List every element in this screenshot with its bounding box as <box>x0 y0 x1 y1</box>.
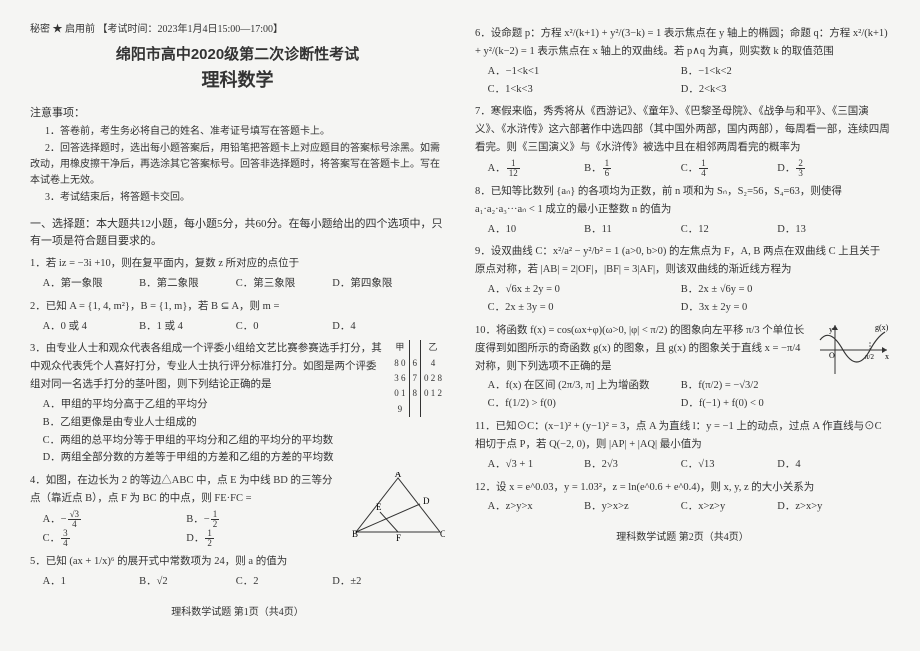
question-8: 8．已知等比数列 {aₙ} 的各项均为正数，前 n 项和为 Sₙ，S₂=56，S… <box>475 183 890 239</box>
header-secret: 秘密 ★ 启用前 【考试时间：2023年1月4日15:00—17:00】 <box>30 20 445 35</box>
question-9: 9．设双曲线 C：x²/a² − y²/b² = 1 (a>0, b>0) 的左… <box>475 243 890 316</box>
q2-text: 2．已知 A = {1, 4, m²}，B = {1, m}，若 B ⊆ A，则… <box>30 298 445 316</box>
svg-text:D: D <box>423 496 430 506</box>
q2-opt-c: C．0 <box>236 318 333 336</box>
question-12: 12．设 x = e^0.03，y = 1.03²，z = ln(e^0.6 +… <box>475 479 890 517</box>
svg-text:C: C <box>440 529 445 539</box>
notice-item-3: 3．考试结束后，将答题卡交回。 <box>30 190 445 206</box>
q11-opt-d: D．4 <box>777 456 874 474</box>
q8-text: 8．已知等比数列 {aₙ} 的各项均为正数，前 n 项和为 Sₙ，S₂=56，S… <box>475 183 890 219</box>
q12-opt-b: B．y>x>z <box>584 498 681 516</box>
q4-text: 4．如图，在边长为 2 的等边△ABC 中，点 E 为中线 BD 的三等分点（靠… <box>30 472 342 508</box>
q8-opt-d: D．13 <box>777 221 874 239</box>
svg-text:x: x <box>885 352 889 361</box>
q2-opt-d: D．4 <box>332 318 429 336</box>
q11-opt-b: B．2√3 <box>584 456 681 474</box>
q1-opt-a: A．第一象限 <box>43 275 140 293</box>
q7-text: 7．寒假来临，秀秀将从《西游记》、《童年》、《巴黎圣母院》、《战争与和平》、《三… <box>475 103 890 157</box>
q12-text: 12．设 x = e^0.03，y = 1.03²，z = ln(e^0.6 +… <box>475 479 890 497</box>
q5-opt-c: C．2 <box>236 573 333 591</box>
svg-text:O: O <box>829 351 835 360</box>
notice-item-2: 2．回答选择题时，选出每小题答案后，用铅笔把答题卡上对应题目的答案标号涂黑。如需… <box>30 141 445 189</box>
q8-opt-b: B．11 <box>584 221 681 239</box>
q8-opt-a: A．10 <box>488 221 585 239</box>
svg-text:E: E <box>376 502 382 512</box>
question-4: 4．如图，在边长为 2 的等边△ABC 中，点 E 为中线 BD 的三等分点（靠… <box>30 472 445 548</box>
q9-opt-a: A．√6x ± 2y = 0 <box>488 281 681 299</box>
q10-opt-d: D．f(−1) + f(0) < 0 <box>681 395 874 413</box>
q9-text: 9．设双曲线 C：x²/a² − y²/b² = 1 (a>0, b>0) 的左… <box>475 243 890 279</box>
q6-opt-c: C．1<k<3 <box>488 81 681 99</box>
q10-opt-b: B．f(π/2) = −√3/2 <box>681 377 874 395</box>
q5-opt-d: D．±2 <box>332 573 429 591</box>
triangle-figure: A B C D E F <box>350 472 445 542</box>
stem-h-right: 乙 <box>421 340 446 355</box>
title-sub: 理科数学 <box>30 66 445 92</box>
q9-opt-b: B．2x ± √6y = 0 <box>681 281 874 299</box>
q1-opt-b: B．第二象限 <box>139 275 236 293</box>
q12-opt-d: D．z>x>y <box>777 498 874 516</box>
notice-item-1: 1．答卷前，考生务必将自己的姓名、准考证号填写在答题卡上。 <box>30 124 445 140</box>
q5-opt-b: B．√2 <box>139 573 236 591</box>
svg-text:π/2: π/2 <box>865 353 874 361</box>
q6-opt-b: B．−1<k<2 <box>681 63 874 81</box>
q7-opt-a: A．112 <box>488 159 585 178</box>
question-6: 6．设命题 p：方程 x²/(k+1) + y²/(3−k) = 1 表示焦点在… <box>475 25 890 98</box>
q10-opt-c: C．f(1/2) > f(0) <box>488 395 681 413</box>
q3-opt-b: B．乙组更像是由专业人士组成的 <box>43 414 384 432</box>
q2-opt-a: A．0 或 4 <box>43 318 140 336</box>
svg-text:g(x): g(x) <box>875 323 889 332</box>
question-1: 1．若 iz = −3i +10，则在复平面内，复数 z 所对应的点位于 A．第… <box>30 255 445 293</box>
question-3: 3．由专业人士和观众代表各组成一个评委小组给文艺比赛参赛选手打分，其中观众代表凭… <box>30 340 445 467</box>
svg-text:F: F <box>396 533 401 542</box>
sine-figure: g(x) y x O π/2 <box>815 322 890 377</box>
q7-opt-b: B．16 <box>584 159 681 178</box>
question-11: 11．已知⊙C：(x−1)² + (y−1)² = 3，点 A 为直线 l：y … <box>475 418 890 474</box>
q6-opt-d: D．2<k<3 <box>681 81 874 99</box>
q1-opt-c: C．第三象限 <box>236 275 333 293</box>
svg-text:B: B <box>352 529 358 539</box>
q7-opt-c: C．14 <box>681 159 778 178</box>
q11-opt-a: A．√3 + 1 <box>488 456 585 474</box>
q4-opt-d: D．12 <box>186 529 330 548</box>
q6-opt-a: A．−1<k<1 <box>488 63 681 81</box>
q3-opt-d: D．两组全部分数的方差等于甲组的方差和乙组的方差的平均数 <box>43 449 384 467</box>
q8-opt-c: C．12 <box>681 221 778 239</box>
q5-text: 5．已知 (ax + 1/x)⁶ 的展开式中常数项为 24，则 a 的值为 <box>30 553 445 571</box>
question-7: 7．寒假来临，秀秀将从《西游记》、《童年》、《巴黎圣母院》、《战争与和平》、《三… <box>475 103 890 178</box>
q3-opt-a: A．甲组的平均分高于乙组的平均分 <box>43 396 384 414</box>
footer-p2: 理科数学试题 第2页（共4页） <box>475 528 890 543</box>
question-2: 2．已知 A = {1, 4, m²}，B = {1, m}，若 B ⊆ A，则… <box>30 298 445 336</box>
svg-text:A: A <box>395 472 402 479</box>
q1-text: 1．若 iz = −3i +10，则在复平面内，复数 z 所对应的点位于 <box>30 255 445 273</box>
q10-text: 10．将函数 f(x) = cos(ωx+φ)(ω>0, |φ| < π/2) … <box>475 322 807 376</box>
q3-text: 3．由专业人士和观众代表各组成一个评委小组给文艺比赛参赛选手打分，其中观众代表凭… <box>30 340 383 394</box>
q4-opt-b: B．−12 <box>186 510 330 529</box>
q1-opt-d: D．第四象限 <box>332 275 429 293</box>
section1-title: 一、选择题：本大题共12小题，每小题5分，共60分。在每小题给出的四个选项中，只… <box>30 216 445 249</box>
q11-text: 11．已知⊙C：(x−1)² + (y−1)² = 3，点 A 为直线 l：y … <box>475 418 890 454</box>
q9-opt-d: D．3x ± 2y = 0 <box>681 299 874 317</box>
q4-opt-c: C．34 <box>43 529 187 548</box>
question-5: 5．已知 (ax + 1/x)⁶ 的展开式中常数项为 24，则 a 的值为 A．… <box>30 553 445 591</box>
notice-title: 注意事项： <box>30 104 445 120</box>
q9-opt-c: C．2x ± 3y = 0 <box>488 299 681 317</box>
footer-p1: 理科数学试题 第1页（共4页） <box>30 603 445 618</box>
q2-opt-b: B．1 或 4 <box>139 318 236 336</box>
question-10: 10．将函数 f(x) = cos(ωx+φ)(ω>0, |φ| < π/2) … <box>475 322 890 413</box>
q12-opt-c: C．x>z>y <box>681 498 778 516</box>
q11-opt-c: C．√13 <box>681 456 778 474</box>
q10-opt-a: A．f(x) 在区间 (2π/3, π] 上为增函数 <box>488 377 681 395</box>
title-main: 绵阳市高中2020级第二次诊断性考试 <box>30 43 445 64</box>
stem-leaf-table: 甲乙 8 064 3 670 2 8 0 180 1 2 9 <box>391 340 445 416</box>
q7-opt-d: D．23 <box>777 159 874 178</box>
stem-h-left: 甲 <box>391 340 409 355</box>
q4-opt-a: A．−√34 <box>43 510 187 529</box>
q12-opt-a: A．z>y>x <box>488 498 585 516</box>
svg-text:y: y <box>829 325 833 334</box>
q6-text: 6．设命题 p：方程 x²/(k+1) + y²/(3−k) = 1 表示焦点在… <box>475 25 890 61</box>
q5-opt-a: A．1 <box>43 573 140 591</box>
q3-opt-c: C．两组的总平均分等于甲组的平均分和乙组的平均分的平均数 <box>43 432 384 450</box>
